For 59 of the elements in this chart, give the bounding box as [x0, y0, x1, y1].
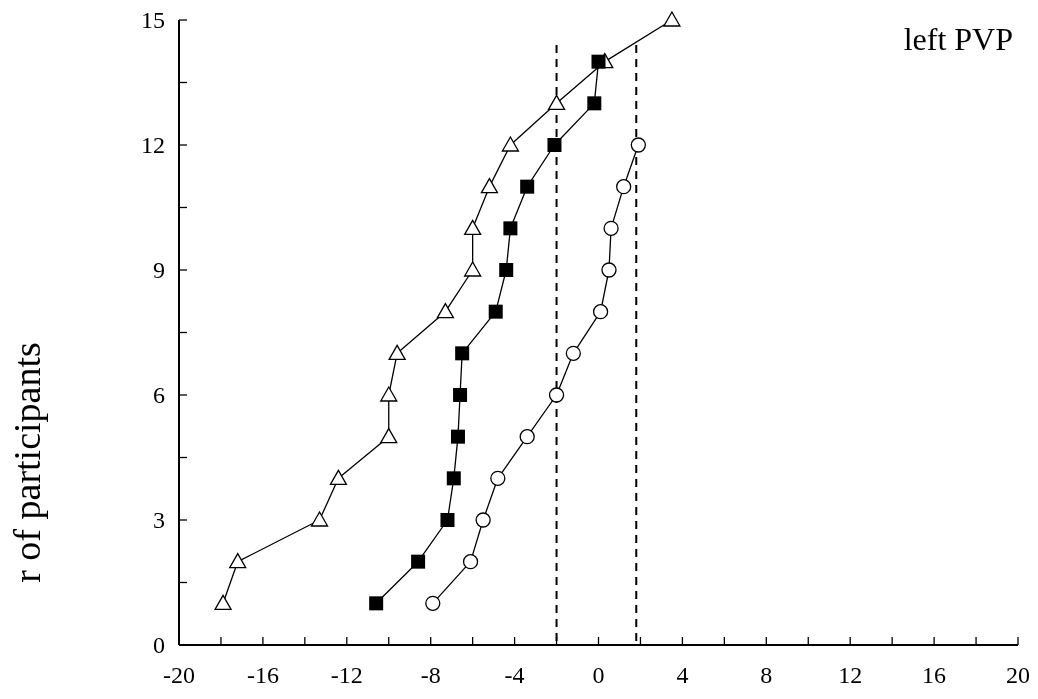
point: [592, 304, 609, 320]
point: [587, 96, 602, 111]
point: [663, 11, 681, 27]
point: [565, 345, 581, 361]
point: [603, 220, 619, 236]
point: [475, 512, 491, 528]
point: [214, 594, 232, 610]
point: [499, 263, 514, 277]
point: [519, 429, 535, 445]
point: [310, 511, 329, 527]
y-tick-label: 9: [153, 257, 165, 283]
point: [229, 553, 247, 569]
x-tick-label: 0: [592, 662, 605, 688]
annotation: left PVP: [903, 21, 1013, 57]
x-tick-label: -20: [163, 662, 195, 688]
point: [425, 595, 441, 611]
x-tick-label: -12: [330, 662, 363, 688]
point: [464, 219, 482, 235]
point: [630, 137, 646, 153]
x-tick-label: -16: [246, 662, 279, 688]
x-tick-label: 20: [1006, 662, 1030, 688]
point: [462, 554, 479, 570]
point: [453, 388, 468, 402]
point: [547, 138, 562, 152]
point: [380, 428, 398, 444]
point: [547, 94, 566, 110]
point: [464, 261, 482, 277]
point: [436, 303, 455, 319]
point: [548, 387, 565, 403]
point: [369, 596, 384, 611]
point: [488, 304, 503, 319]
point: [450, 429, 465, 444]
y-tick-label: 3: [153, 507, 165, 533]
point: [601, 262, 617, 278]
point: [503, 221, 518, 236]
point: [480, 178, 499, 194]
x-tick-label: -8: [420, 662, 441, 688]
point: [388, 344, 406, 360]
x-tick-label: 12: [838, 662, 863, 688]
point: [591, 54, 606, 69]
x-tick-label: 16: [922, 662, 947, 688]
point: [501, 136, 520, 152]
point: [440, 513, 455, 527]
y-tick-label: 15: [141, 7, 165, 33]
point: [520, 179, 535, 194]
y-tick-label: 6: [153, 382, 165, 408]
point: [380, 386, 398, 402]
point: [446, 471, 461, 486]
y-tick-label: 12: [141, 132, 165, 158]
point: [490, 470, 506, 486]
point: [455, 346, 470, 361]
x-tick-label: 8: [760, 662, 773, 688]
point: [329, 469, 348, 485]
x-tick-label: -4: [504, 662, 525, 688]
point: [616, 179, 632, 195]
y-axis-title: r of participants: [6, 342, 48, 583]
point: [411, 554, 426, 569]
x-tick-label: 4: [676, 662, 689, 688]
y-tick-label: 0: [153, 632, 165, 658]
